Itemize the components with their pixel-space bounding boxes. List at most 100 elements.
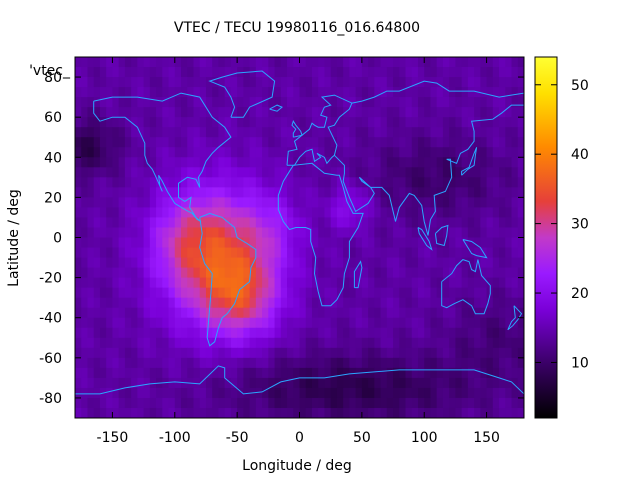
heatmap-cell bbox=[467, 307, 475, 319]
heatmap-cell bbox=[511, 377, 519, 389]
heatmap-cell bbox=[436, 137, 444, 148]
heatmap-cell bbox=[374, 107, 382, 118]
heatmap-cell bbox=[87, 157, 95, 168]
heatmap-cell bbox=[262, 247, 269, 259]
heatmap-cell bbox=[237, 317, 244, 329]
heatmap-cell bbox=[492, 247, 500, 259]
heatmap-cell bbox=[368, 367, 375, 379]
heatmap-cell bbox=[237, 237, 244, 249]
heatmap-cell bbox=[287, 307, 294, 319]
heatmap-cell bbox=[87, 397, 95, 409]
heatmap-cell bbox=[143, 357, 151, 369]
y-tick-label: 0 bbox=[53, 231, 62, 247]
heatmap-cell bbox=[156, 327, 163, 339]
heatmap-cell bbox=[168, 357, 176, 369]
heatmap-cell bbox=[205, 77, 213, 88]
heatmap-cell bbox=[112, 367, 120, 379]
heatmap-cell bbox=[224, 267, 232, 279]
heatmap-cell bbox=[361, 397, 369, 409]
heatmap-cell bbox=[106, 367, 114, 379]
heatmap-cell bbox=[449, 357, 457, 369]
heatmap-cell bbox=[124, 157, 132, 168]
heatmap-cell bbox=[124, 177, 132, 188]
heatmap-cell bbox=[411, 157, 419, 168]
heatmap-cell bbox=[386, 357, 394, 369]
heatmap-cell bbox=[474, 357, 481, 369]
heatmap-cell bbox=[480, 407, 488, 418]
heatmap-cell bbox=[224, 67, 232, 78]
heatmap-cell bbox=[162, 127, 170, 138]
heatmap-cell bbox=[424, 277, 432, 289]
heatmap-cell bbox=[517, 337, 524, 349]
heatmap-cell bbox=[293, 207, 301, 219]
heatmap-cell bbox=[280, 377, 288, 389]
heatmap-cell bbox=[280, 67, 288, 78]
heatmap-cell bbox=[181, 327, 188, 339]
heatmap-cell bbox=[199, 367, 207, 379]
heatmap-cell bbox=[355, 357, 363, 369]
heatmap-cell bbox=[106, 107, 114, 118]
heatmap-cell bbox=[393, 117, 400, 128]
heatmap-cell bbox=[187, 117, 195, 128]
heatmap-cell bbox=[87, 307, 95, 319]
heatmap-cell bbox=[149, 327, 157, 339]
heatmap-cell bbox=[330, 387, 338, 399]
heatmap-cell bbox=[149, 197, 157, 209]
heatmap-cell bbox=[399, 67, 407, 78]
heatmap-cell bbox=[112, 237, 120, 249]
heatmap-cell bbox=[293, 287, 301, 299]
heatmap-cell bbox=[224, 347, 232, 359]
heatmap-cell bbox=[417, 397, 425, 409]
heatmap-cell bbox=[399, 407, 407, 418]
heatmap-cell bbox=[486, 387, 494, 399]
heatmap-cell bbox=[361, 377, 369, 389]
heatmap-cell bbox=[143, 297, 151, 309]
heatmap-cell bbox=[174, 347, 182, 359]
heatmap-cell bbox=[324, 297, 332, 309]
heatmap-cell bbox=[268, 337, 276, 349]
heatmap-cell bbox=[386, 407, 394, 418]
coastline bbox=[353, 260, 363, 289]
heatmap-cell bbox=[399, 117, 407, 128]
heatmap-cell bbox=[405, 217, 413, 229]
heatmap-cell bbox=[218, 137, 226, 148]
heatmap-cell bbox=[75, 237, 82, 249]
heatmap-cell bbox=[430, 327, 438, 339]
heatmap-cell bbox=[212, 197, 220, 209]
heatmap-cell bbox=[199, 277, 207, 289]
heatmap-cell bbox=[162, 407, 170, 418]
heatmap-cell bbox=[324, 127, 332, 138]
heatmap-cell bbox=[212, 237, 220, 249]
heatmap-cell bbox=[287, 237, 294, 249]
heatmap-cell bbox=[405, 297, 413, 309]
heatmap-cell bbox=[442, 67, 450, 78]
heatmap-cell bbox=[492, 407, 500, 418]
heatmap-cell bbox=[75, 247, 82, 259]
heatmap-cell bbox=[461, 137, 469, 148]
heatmap-cell bbox=[255, 347, 263, 359]
y-tick-label: -60 bbox=[39, 351, 62, 367]
heatmap-cell bbox=[349, 387, 357, 399]
heatmap-cell bbox=[224, 277, 232, 289]
heatmap-cell bbox=[131, 227, 138, 239]
heatmap-cell bbox=[205, 87, 213, 98]
heatmap-cell bbox=[268, 237, 276, 249]
heatmap-cell bbox=[255, 117, 263, 128]
heatmap-cell bbox=[374, 227, 382, 239]
heatmap-cell bbox=[368, 267, 375, 279]
heatmap-cell bbox=[124, 117, 132, 128]
heatmap-cell bbox=[305, 277, 313, 289]
heatmap-cell bbox=[237, 127, 244, 138]
heatmap-cell bbox=[230, 167, 238, 178]
heatmap-cell bbox=[274, 247, 282, 259]
heatmap-cell bbox=[343, 167, 350, 178]
heatmap-cell bbox=[87, 387, 95, 399]
heatmap-cell bbox=[199, 207, 207, 219]
heatmap-cell bbox=[168, 197, 176, 209]
heatmap-cell bbox=[143, 127, 151, 138]
heatmap-cell bbox=[287, 167, 294, 178]
heatmap-cell bbox=[455, 367, 463, 379]
heatmap-cell bbox=[268, 57, 276, 68]
heatmap-cell bbox=[411, 367, 419, 379]
heatmap-cell bbox=[268, 147, 276, 158]
